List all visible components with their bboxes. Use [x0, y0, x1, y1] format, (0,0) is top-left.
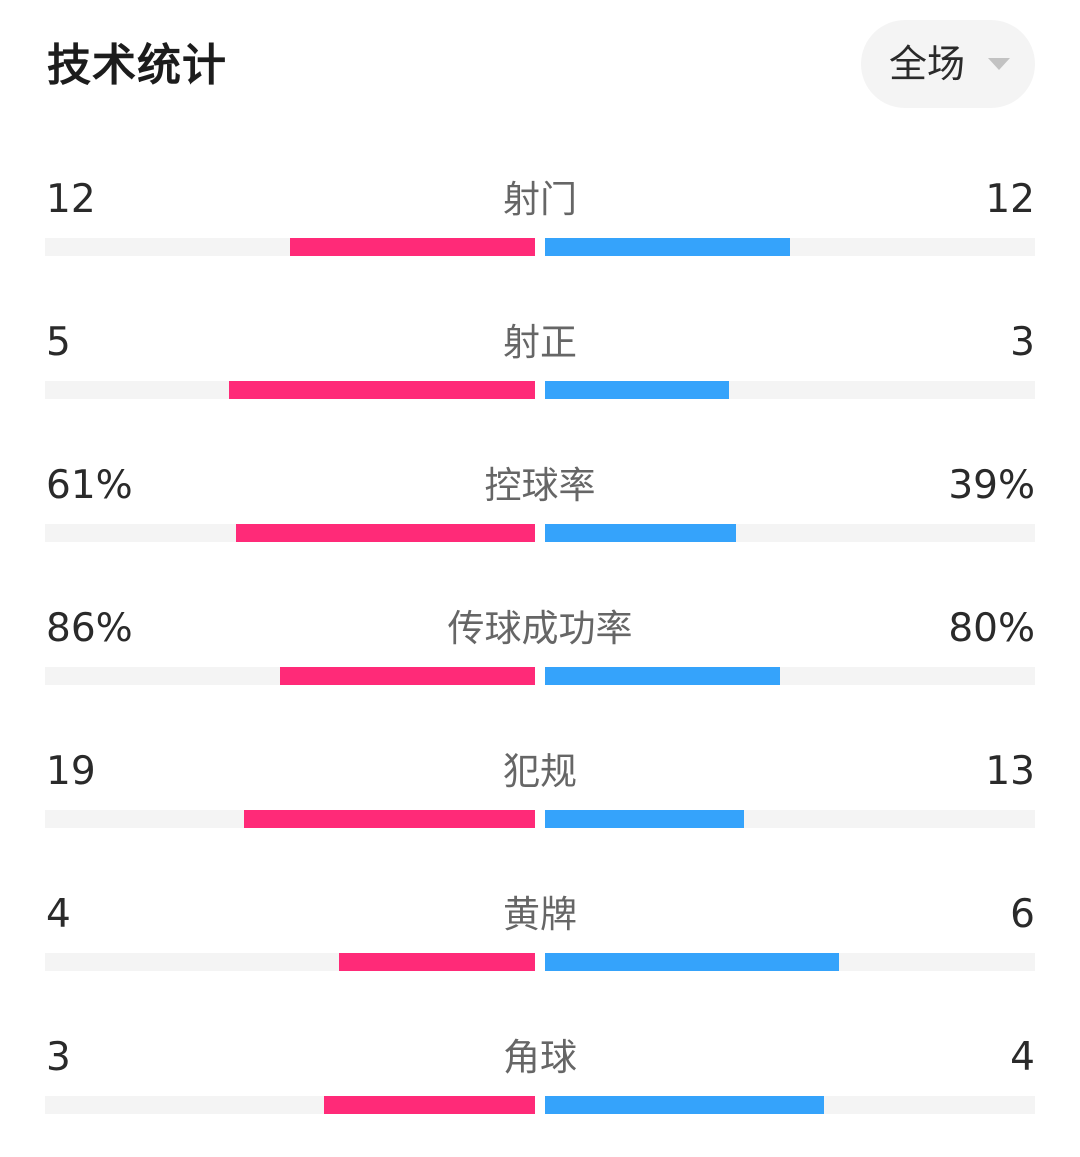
stat-away-value: 4: [1010, 1035, 1035, 1080]
home-bar-track: [45, 667, 535, 685]
stat-home-value: 12: [46, 177, 96, 222]
stat-label: 传球成功率: [447, 607, 633, 650]
away-bar: [545, 381, 729, 399]
stat-away-value: 39%: [948, 463, 1035, 508]
away-bar: [545, 524, 736, 542]
home-bar: [339, 953, 535, 971]
stat-away-value: 80%: [948, 606, 1035, 651]
stat-label: 射正: [503, 321, 577, 364]
away-bar-track: [545, 1096, 1035, 1114]
stat-home-value: 5: [46, 320, 71, 365]
stat-label: 犯规: [503, 750, 577, 793]
stat-home-value: 4: [46, 892, 71, 937]
stat-home-value: 61%: [46, 463, 133, 508]
away-bar-track: [545, 524, 1035, 542]
home-bar-track: [45, 524, 535, 542]
home-bar: [280, 667, 535, 685]
stat-row: 19 犯规 13: [45, 749, 1035, 849]
away-bar-track: [545, 953, 1035, 971]
stat-label: 控球率: [484, 464, 596, 507]
stat-row: 4 黄牌 6: [45, 892, 1035, 992]
stat-away-value: 3: [1010, 320, 1035, 365]
away-bar-track: [545, 381, 1035, 399]
home-bar: [244, 810, 535, 828]
stat-label: 射门: [503, 178, 577, 221]
away-bar: [545, 1096, 824, 1114]
stat-row: 3 角球 4: [45, 1035, 1035, 1135]
away-bar: [545, 953, 839, 971]
home-bar: [290, 238, 535, 256]
home-bar-track: [45, 953, 535, 971]
home-bar: [236, 524, 535, 542]
stat-away-value: 13: [985, 749, 1035, 794]
stat-row: 5 射正 3: [45, 320, 1035, 420]
home-bar: [324, 1096, 535, 1114]
stat-label: 黄牌: [503, 893, 577, 936]
stat-away-value: 6: [1010, 892, 1035, 937]
away-bar: [545, 238, 790, 256]
stat-away-value: 12: [985, 177, 1035, 222]
stats-header: 技术统计 全场: [45, 20, 1035, 108]
period-dropdown-label: 全场: [889, 42, 966, 86]
caret-down-icon: [988, 58, 1010, 70]
stat-row: 12 射门 12: [45, 177, 1035, 277]
home-bar-track: [45, 238, 535, 256]
away-bar-track: [545, 667, 1035, 685]
home-bar-track: [45, 810, 535, 828]
away-bar-track: [545, 810, 1035, 828]
home-bar-track: [45, 381, 535, 399]
stat-home-value: 3: [46, 1035, 71, 1080]
page-title: 技术统计: [47, 40, 227, 91]
home-bar: [229, 381, 535, 399]
stat-row: 86% 传球成功率 80%: [45, 606, 1035, 706]
away-bar: [545, 810, 744, 828]
away-bar: [545, 667, 780, 685]
stat-row: 61% 控球率 39%: [45, 463, 1035, 563]
away-bar-track: [545, 238, 1035, 256]
period-dropdown[interactable]: 全场: [861, 20, 1035, 108]
stat-home-value: 19: [46, 749, 96, 794]
stat-home-value: 86%: [46, 606, 133, 651]
home-bar-track: [45, 1096, 535, 1114]
stat-label: 角球: [503, 1036, 577, 1079]
